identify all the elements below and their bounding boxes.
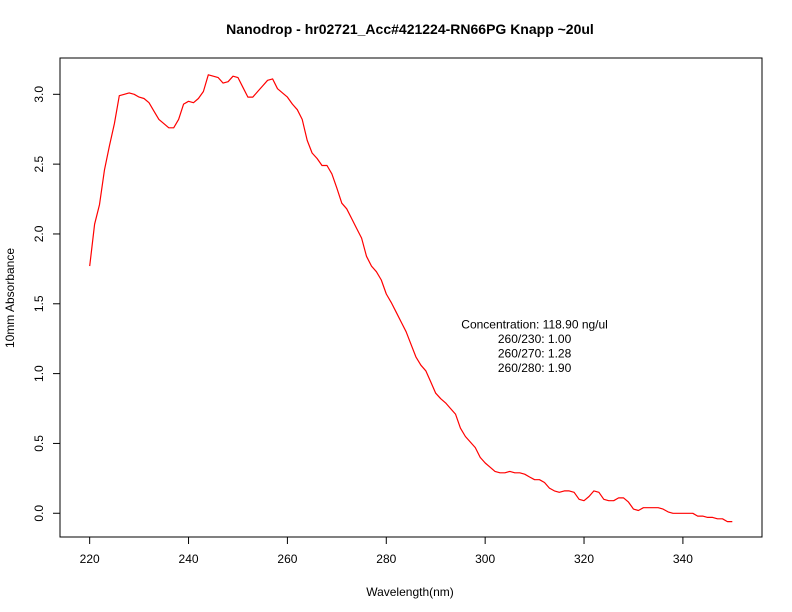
y-tick-label: 1.0 — [32, 365, 46, 382]
annotation-line: Concentration: 118.90 ng/ul — [461, 318, 608, 332]
x-axis: 220 240 260 280 300 320 340 — [80, 537, 693, 566]
absorbance-series-line — [89, 74, 733, 523]
chart-title: Nanodrop - hr02721_Acc#421224-RN66PG Kna… — [226, 21, 594, 37]
x-tick-label: 220 — [80, 552, 100, 566]
x-tick-label: 340 — [673, 552, 693, 566]
y-tick-label: 2.5 — [32, 155, 46, 172]
y-tick-label: 0.5 — [32, 435, 46, 452]
y-tick-label: 3.0 — [32, 86, 46, 103]
plot-frame — [59, 57, 763, 538]
annotation-line: 260/230: 1.00 — [498, 332, 572, 346]
y-tick-label: 0.0 — [32, 505, 46, 522]
x-tick-label: 320 — [574, 552, 594, 566]
annotation-line: 260/280: 1.90 — [498, 361, 572, 375]
y-tick-label: 1.5 — [32, 295, 46, 312]
x-tick-label: 280 — [376, 552, 396, 566]
x-tick-label: 300 — [475, 552, 495, 566]
annotation-line: 260/270: 1.28 — [498, 347, 572, 361]
x-tick-label: 240 — [179, 552, 199, 566]
x-axis-label: Wavelength(nm) — [366, 585, 454, 599]
x-tick-label: 260 — [277, 552, 297, 566]
y-axis: 0.0 0.5 1.0 1.5 2.0 2.5 3.0 — [32, 86, 60, 522]
y-axis-label: 10mm Absorbance — [3, 248, 17, 348]
y-tick-label: 2.0 — [32, 225, 46, 242]
series-group — [89, 74, 733, 523]
